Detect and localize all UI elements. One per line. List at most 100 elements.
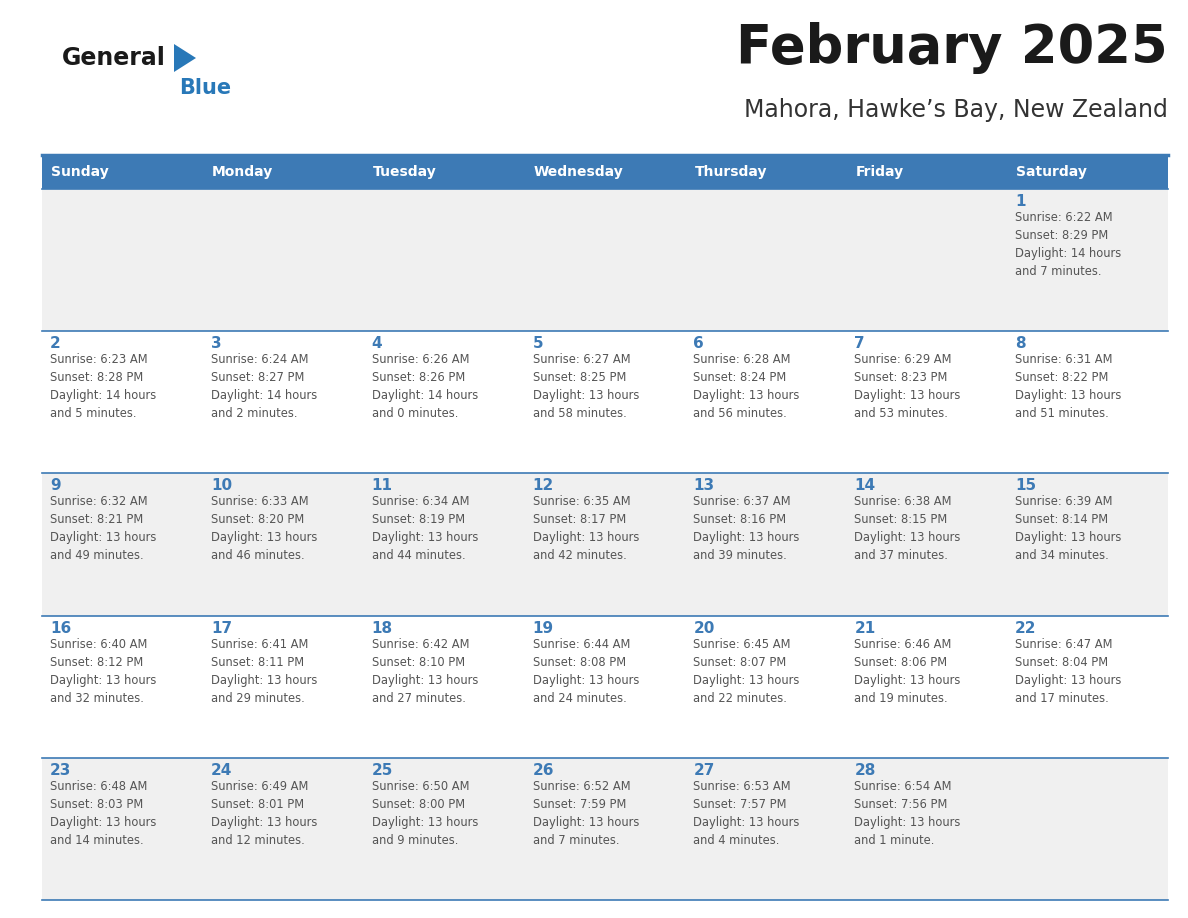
Text: Sunrise: 6:34 AM
Sunset: 8:19 PM
Daylight: 13 hours
and 44 minutes.: Sunrise: 6:34 AM Sunset: 8:19 PM Dayligh…	[372, 496, 478, 563]
Bar	[203, 189, 364, 331]
Bar	[525, 189, 685, 331]
Polygon shape	[173, 44, 196, 72]
Bar	[42, 474, 203, 616]
Bar	[42, 189, 203, 331]
Text: Sunrise: 6:49 AM
Sunset: 8:01 PM
Daylight: 13 hours
and 12 minutes.: Sunrise: 6:49 AM Sunset: 8:01 PM Dayligh…	[210, 779, 317, 846]
Text: Sunrise: 6:48 AM
Sunset: 8:03 PM
Daylight: 13 hours
and 14 minutes.: Sunrise: 6:48 AM Sunset: 8:03 PM Dayligh…	[50, 779, 157, 846]
Text: Sunrise: 6:40 AM
Sunset: 8:12 PM
Daylight: 13 hours
and 32 minutes.: Sunrise: 6:40 AM Sunset: 8:12 PM Dayligh…	[50, 638, 157, 705]
Text: Sunrise: 6:23 AM
Sunset: 8:28 PM
Daylight: 14 hours
and 5 minutes.: Sunrise: 6:23 AM Sunset: 8:28 PM Dayligh…	[50, 353, 157, 420]
Text: 12: 12	[532, 478, 554, 493]
Text: 1: 1	[1015, 194, 1025, 209]
Text: 28: 28	[854, 763, 876, 778]
Bar	[203, 474, 364, 616]
Bar	[42, 757, 203, 900]
Text: Wednesday: Wednesday	[533, 165, 624, 179]
Bar	[1007, 757, 1168, 900]
Text: 24: 24	[210, 763, 232, 778]
Text: Tuesday: Tuesday	[373, 165, 436, 179]
Bar	[685, 189, 846, 331]
Text: 6: 6	[694, 336, 704, 352]
Text: 22: 22	[1015, 621, 1037, 635]
Text: 16: 16	[50, 621, 71, 635]
Bar	[846, 757, 1007, 900]
Text: General: General	[62, 46, 166, 70]
Bar	[1007, 189, 1168, 331]
Text: Sunrise: 6:47 AM
Sunset: 8:04 PM
Daylight: 13 hours
and 17 minutes.: Sunrise: 6:47 AM Sunset: 8:04 PM Dayligh…	[1015, 638, 1121, 705]
Bar	[525, 616, 685, 757]
Bar	[203, 155, 364, 189]
Text: 19: 19	[532, 621, 554, 635]
Text: 20: 20	[694, 621, 715, 635]
Bar	[1007, 155, 1168, 189]
Bar	[846, 155, 1007, 189]
Bar	[364, 331, 525, 474]
Text: 18: 18	[372, 621, 393, 635]
Bar	[203, 757, 364, 900]
Text: Sunrise: 6:24 AM
Sunset: 8:27 PM
Daylight: 14 hours
and 2 minutes.: Sunrise: 6:24 AM Sunset: 8:27 PM Dayligh…	[210, 353, 317, 420]
Text: 9: 9	[50, 478, 61, 493]
Bar	[364, 155, 525, 189]
Text: Sunrise: 6:38 AM
Sunset: 8:15 PM
Daylight: 13 hours
and 37 minutes.: Sunrise: 6:38 AM Sunset: 8:15 PM Dayligh…	[854, 496, 961, 563]
Bar	[42, 155, 203, 189]
Text: 8: 8	[1015, 336, 1025, 352]
Bar	[846, 189, 1007, 331]
Text: 4: 4	[372, 336, 383, 352]
Text: Sunrise: 6:53 AM
Sunset: 7:57 PM
Daylight: 13 hours
and 4 minutes.: Sunrise: 6:53 AM Sunset: 7:57 PM Dayligh…	[694, 779, 800, 846]
Text: Sunrise: 6:32 AM
Sunset: 8:21 PM
Daylight: 13 hours
and 49 minutes.: Sunrise: 6:32 AM Sunset: 8:21 PM Dayligh…	[50, 496, 157, 563]
Bar	[203, 616, 364, 757]
Text: Sunrise: 6:33 AM
Sunset: 8:20 PM
Daylight: 13 hours
and 46 minutes.: Sunrise: 6:33 AM Sunset: 8:20 PM Dayligh…	[210, 496, 317, 563]
Bar	[1007, 474, 1168, 616]
Text: 13: 13	[694, 478, 714, 493]
Bar	[685, 757, 846, 900]
Text: 26: 26	[532, 763, 554, 778]
Text: Sunrise: 6:52 AM
Sunset: 7:59 PM
Daylight: 13 hours
and 7 minutes.: Sunrise: 6:52 AM Sunset: 7:59 PM Dayligh…	[532, 779, 639, 846]
Bar	[42, 616, 203, 757]
Bar	[525, 757, 685, 900]
Text: Sunrise: 6:22 AM
Sunset: 8:29 PM
Daylight: 14 hours
and 7 minutes.: Sunrise: 6:22 AM Sunset: 8:29 PM Dayligh…	[1015, 211, 1121, 278]
Text: Sunrise: 6:41 AM
Sunset: 8:11 PM
Daylight: 13 hours
and 29 minutes.: Sunrise: 6:41 AM Sunset: 8:11 PM Dayligh…	[210, 638, 317, 705]
Bar	[846, 616, 1007, 757]
Text: 5: 5	[532, 336, 543, 352]
Text: 23: 23	[50, 763, 71, 778]
Text: 21: 21	[854, 621, 876, 635]
Bar	[685, 474, 846, 616]
Text: Sunrise: 6:46 AM
Sunset: 8:06 PM
Daylight: 13 hours
and 19 minutes.: Sunrise: 6:46 AM Sunset: 8:06 PM Dayligh…	[854, 638, 961, 705]
Bar	[364, 474, 525, 616]
Bar	[203, 331, 364, 474]
Bar	[364, 616, 525, 757]
Text: Sunrise: 6:54 AM
Sunset: 7:56 PM
Daylight: 13 hours
and 1 minute.: Sunrise: 6:54 AM Sunset: 7:56 PM Dayligh…	[854, 779, 961, 846]
Text: 14: 14	[854, 478, 876, 493]
Text: Sunrise: 6:45 AM
Sunset: 8:07 PM
Daylight: 13 hours
and 22 minutes.: Sunrise: 6:45 AM Sunset: 8:07 PM Dayligh…	[694, 638, 800, 705]
Text: 11: 11	[372, 478, 393, 493]
Bar	[846, 474, 1007, 616]
Text: February 2025: February 2025	[737, 22, 1168, 74]
Bar	[525, 474, 685, 616]
Text: Saturday: Saturday	[1016, 165, 1087, 179]
Bar	[846, 331, 1007, 474]
Text: Sunday: Sunday	[51, 165, 109, 179]
Text: 7: 7	[854, 336, 865, 352]
Bar	[1007, 331, 1168, 474]
Text: Sunrise: 6:35 AM
Sunset: 8:17 PM
Daylight: 13 hours
and 42 minutes.: Sunrise: 6:35 AM Sunset: 8:17 PM Dayligh…	[532, 496, 639, 563]
Bar	[685, 331, 846, 474]
Bar	[525, 155, 685, 189]
Text: Sunrise: 6:31 AM
Sunset: 8:22 PM
Daylight: 13 hours
and 51 minutes.: Sunrise: 6:31 AM Sunset: 8:22 PM Dayligh…	[1015, 353, 1121, 420]
Bar	[685, 155, 846, 189]
Text: Sunrise: 6:44 AM
Sunset: 8:08 PM
Daylight: 13 hours
and 24 minutes.: Sunrise: 6:44 AM Sunset: 8:08 PM Dayligh…	[532, 638, 639, 705]
Text: Sunrise: 6:26 AM
Sunset: 8:26 PM
Daylight: 14 hours
and 0 minutes.: Sunrise: 6:26 AM Sunset: 8:26 PM Dayligh…	[372, 353, 478, 420]
Text: Sunrise: 6:37 AM
Sunset: 8:16 PM
Daylight: 13 hours
and 39 minutes.: Sunrise: 6:37 AM Sunset: 8:16 PM Dayligh…	[694, 496, 800, 563]
Bar	[1007, 616, 1168, 757]
Text: Sunrise: 6:29 AM
Sunset: 8:23 PM
Daylight: 13 hours
and 53 minutes.: Sunrise: 6:29 AM Sunset: 8:23 PM Dayligh…	[854, 353, 961, 420]
Text: Sunrise: 6:42 AM
Sunset: 8:10 PM
Daylight: 13 hours
and 27 minutes.: Sunrise: 6:42 AM Sunset: 8:10 PM Dayligh…	[372, 638, 478, 705]
Text: 27: 27	[694, 763, 715, 778]
Text: Friday: Friday	[855, 165, 903, 179]
Bar	[364, 189, 525, 331]
Text: 10: 10	[210, 478, 232, 493]
Bar	[525, 331, 685, 474]
Text: Mahora, Hawke’s Bay, New Zealand: Mahora, Hawke’s Bay, New Zealand	[744, 98, 1168, 122]
Bar	[42, 331, 203, 474]
Bar	[685, 616, 846, 757]
Text: Sunrise: 6:39 AM
Sunset: 8:14 PM
Daylight: 13 hours
and 34 minutes.: Sunrise: 6:39 AM Sunset: 8:14 PM Dayligh…	[1015, 496, 1121, 563]
Text: Thursday: Thursday	[695, 165, 767, 179]
Text: 15: 15	[1015, 478, 1036, 493]
